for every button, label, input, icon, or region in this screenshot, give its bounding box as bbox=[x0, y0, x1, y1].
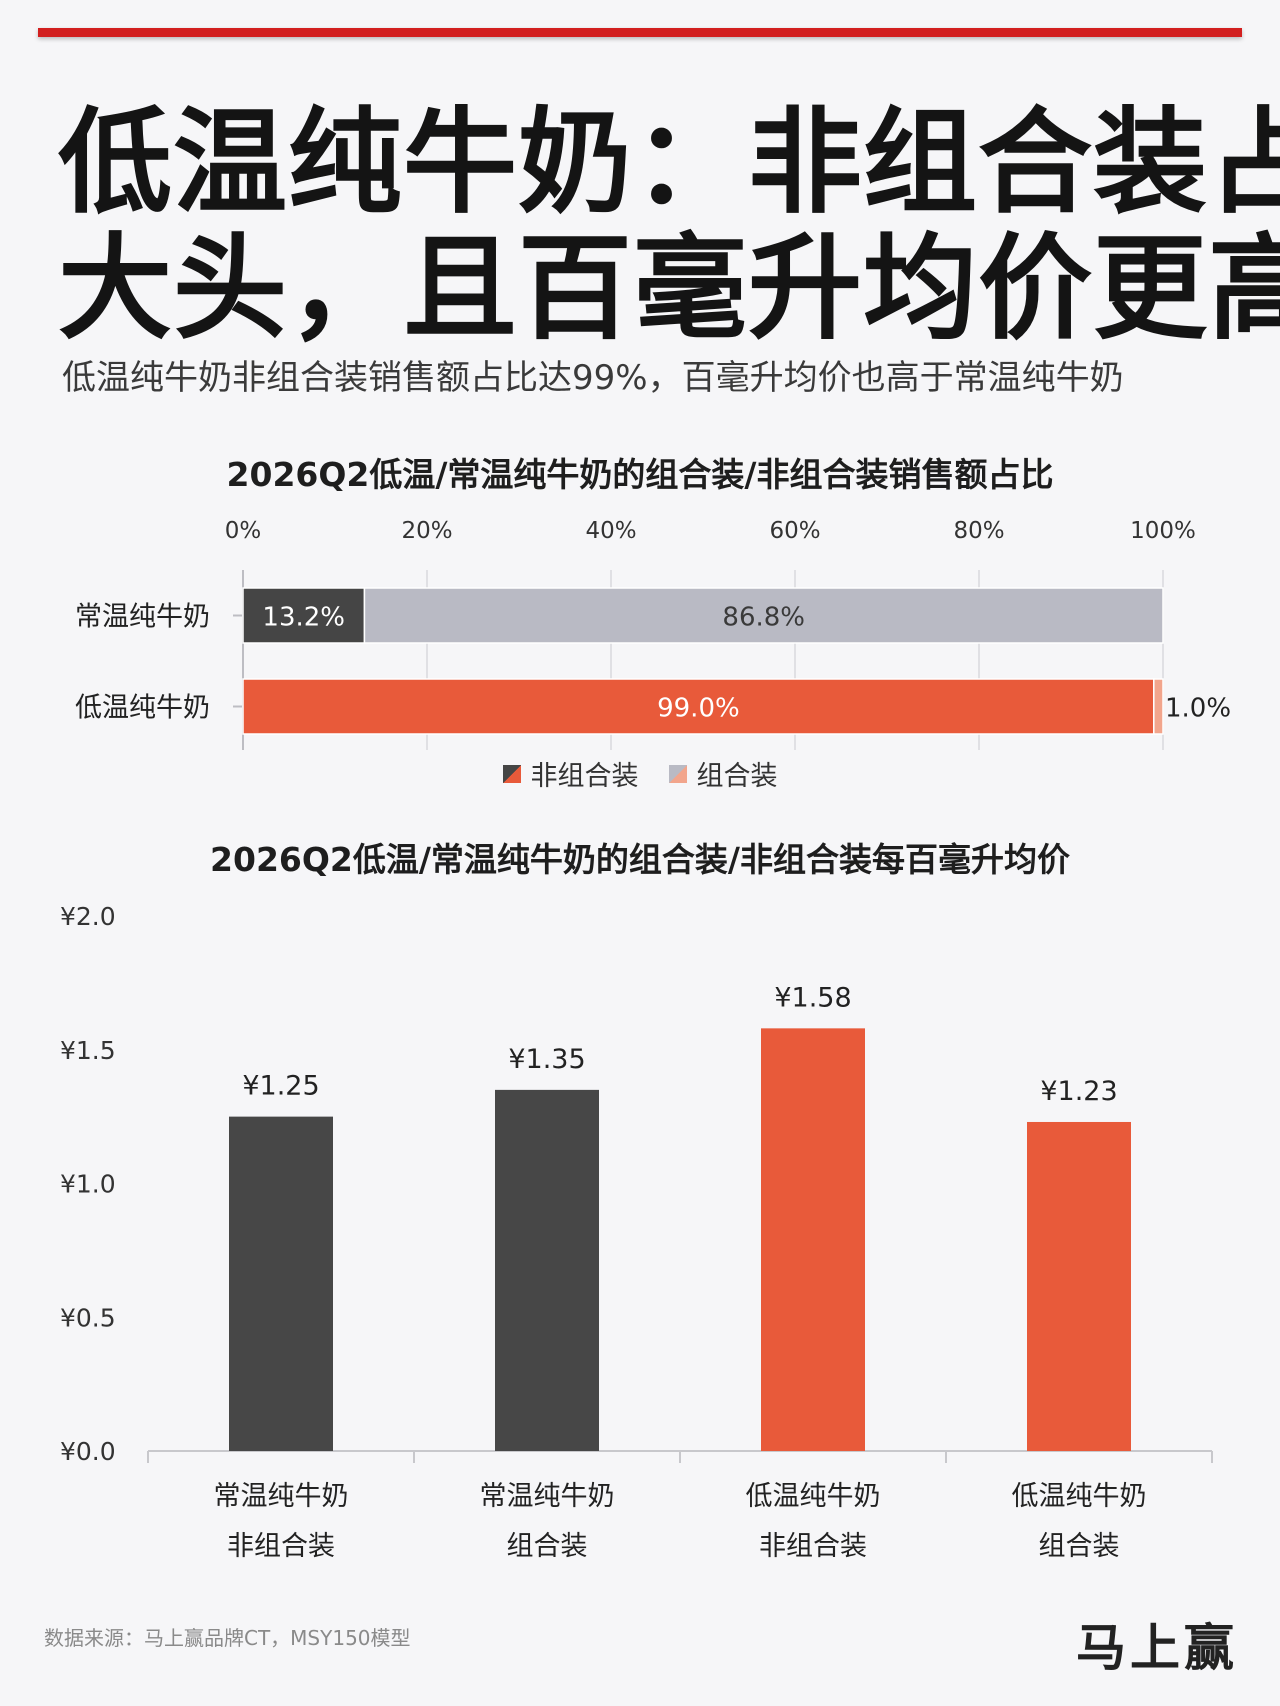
y-tick-label: ¥1.5 bbox=[60, 1036, 116, 1065]
y-tick-label: ¥0.5 bbox=[60, 1303, 116, 1332]
category-label: 低温纯牛奶 bbox=[75, 693, 210, 724]
legend-item-combo: 组合装 bbox=[668, 754, 778, 793]
legend-item-noncombo: 非组合装 bbox=[502, 754, 639, 793]
top-accent-bar bbox=[38, 28, 1242, 37]
data-label: 99.0% bbox=[657, 694, 740, 724]
legend-swatch-combo bbox=[668, 764, 687, 783]
x-tick-label: 100% bbox=[1130, 518, 1196, 544]
share-stacked-bar-chart: 0% 20% 40% 60% 80% 100% 常温纯牛奶 13.2% 86.8% 低温纯牛奶 99… bbox=[75, 518, 1231, 750]
data-label: ¥1.58 bbox=[774, 982, 851, 1013]
x-tick-label: 40% bbox=[585, 518, 636, 544]
price-bar bbox=[229, 1116, 333, 1451]
category-label: 常温纯牛奶 bbox=[75, 602, 210, 633]
y-tick-label: ¥0.0 bbox=[60, 1437, 116, 1466]
price-bar bbox=[761, 1028, 865, 1451]
headline: 低温纯牛奶：非组合装占 大头，且百毫升均价更高 bbox=[58, 96, 1280, 355]
bar-segment bbox=[1153, 678, 1164, 735]
category-label: 常温纯牛奶 bbox=[214, 1481, 349, 1512]
bar-segment bbox=[363, 587, 1164, 644]
data-label: ¥1.35 bbox=[508, 1044, 585, 1075]
category-label: 非组合装 bbox=[759, 1531, 867, 1562]
x-tick-label: 0% bbox=[225, 518, 262, 544]
y-tick-label: ¥1.0 bbox=[60, 1170, 116, 1199]
category-label: 非组合装 bbox=[227, 1531, 335, 1562]
share-chart-legend: 非组合装 组合装 bbox=[0, 754, 1280, 793]
data-label: ¥1.25 bbox=[242, 1071, 319, 1102]
category-label: 低温纯牛奶 bbox=[746, 1481, 881, 1512]
data-label: 86.8% bbox=[722, 603, 805, 633]
price-bar bbox=[495, 1089, 599, 1451]
legend-label-noncombo: 非组合装 bbox=[530, 761, 639, 792]
category-label: 低温纯牛奶 bbox=[1012, 1481, 1147, 1512]
legend-swatch-noncombo bbox=[502, 764, 521, 783]
category-label: 组合装 bbox=[1039, 1531, 1120, 1562]
data-label: 13.2% bbox=[262, 603, 345, 633]
bar-segment bbox=[242, 678, 1155, 735]
data-source-note: 数据来源：马上赢品牌CT，MSY150模型 bbox=[44, 1626, 411, 1650]
headline-line-2: 大头，且百毫升均价更高 bbox=[58, 222, 1280, 355]
brand-logo: 马上赢 bbox=[1076, 1619, 1238, 1677]
x-tick-label: 60% bbox=[769, 518, 820, 544]
headline-line-1: 低温纯牛奶：非组合装占 bbox=[58, 96, 1280, 229]
y-tick-label: ¥2.0 bbox=[60, 902, 116, 931]
price-bar bbox=[1027, 1121, 1131, 1451]
data-label: 1.0% bbox=[1165, 694, 1231, 724]
category-label: 组合装 bbox=[507, 1531, 588, 1562]
x-tick-label: 80% bbox=[953, 518, 1004, 544]
share-chart-title: 2026Q2低温/常温纯牛奶的组合装/非组合装销售额占比 bbox=[226, 455, 1054, 494]
subtitle: 低温纯牛奶非组合装销售额占比达99%，百毫升均价也高于常温纯牛奶 bbox=[62, 358, 1124, 398]
category-label: 常温纯牛奶 bbox=[480, 1481, 615, 1512]
bar-segment bbox=[242, 587, 366, 644]
legend-label-combo: 组合装 bbox=[696, 761, 778, 792]
data-label: ¥1.23 bbox=[1040, 1076, 1117, 1107]
price-chart-title: 2026Q2低温/常温纯牛奶的组合装/非组合装每百毫升均价 bbox=[210, 840, 1070, 879]
x-tick-label: 20% bbox=[401, 518, 452, 544]
